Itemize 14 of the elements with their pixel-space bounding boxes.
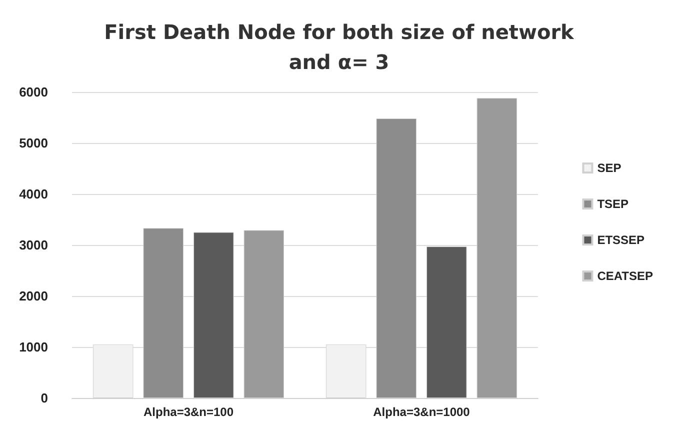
y-tick-label: 3000 <box>19 238 48 252</box>
y-tick-label: 5000 <box>19 136 48 150</box>
legend-label: SEP <box>597 161 622 175</box>
x-tick-label: Alpha=3&n=1000 <box>373 405 470 419</box>
legend-label: ETSSEP <box>597 233 645 247</box>
chart-title: First Death Node for both size of network and α= 3 <box>104 20 575 74</box>
y-tick-label: 0 <box>40 390 48 406</box>
y-tick-label: 6000 <box>19 84 48 100</box>
y-tick-label: 1000 <box>19 340 48 354</box>
legend-label: TSEP <box>597 197 629 211</box>
x-tick-label: Alpha=3&n=100 <box>143 405 234 419</box>
y-tick-label: 4000 <box>19 186 48 202</box>
legend-label: CEATSEP <box>597 269 654 283</box>
y-tick-label: 2000 <box>19 288 48 304</box>
